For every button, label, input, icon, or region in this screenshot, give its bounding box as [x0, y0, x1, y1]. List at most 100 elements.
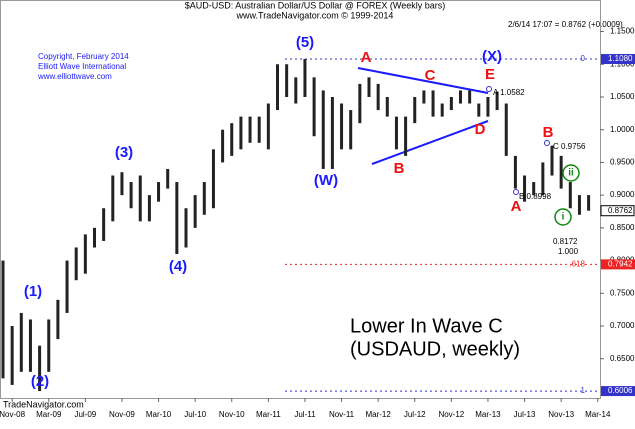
- level-box: [601, 259, 635, 270]
- price-bar: [577, 195, 581, 215]
- y-tick-label: 1.0500: [610, 92, 635, 101]
- wave-label: E: [485, 66, 495, 83]
- price-bar: [330, 96, 334, 169]
- price-bar: [431, 90, 435, 117]
- copyright: Copyright, February 2014: [38, 52, 129, 61]
- price-bar: [568, 182, 572, 209]
- price-bar: [1, 260, 5, 379]
- price-bar: [486, 96, 490, 117]
- price-bar: [413, 96, 417, 124]
- price-bar: [47, 319, 51, 372]
- price-bar: [541, 162, 545, 196]
- price-bar: [202, 182, 206, 215]
- quote: 2/6/14 17:07 = 0.8762 (+0.0009): [508, 20, 623, 29]
- price-bar: [404, 116, 408, 156]
- price-bar: [587, 195, 591, 211]
- note: C 0.9756: [553, 142, 586, 151]
- price-bar: [211, 149, 215, 209]
- price-bar: [93, 227, 96, 248]
- pivot-dot: [513, 189, 519, 195]
- price-bar: [513, 155, 517, 189]
- y-tick-label: 0.7500: [610, 288, 635, 297]
- y-tick-label: 1.0000: [610, 125, 635, 134]
- price-bar: [349, 110, 353, 150]
- x-tick-label: Mar-12: [365, 410, 391, 419]
- wave-label: (4): [169, 258, 187, 275]
- price-bar: [230, 123, 234, 156]
- x-tick-label: Jul-12: [404, 410, 426, 419]
- price-bar: [449, 96, 453, 111]
- price-bar: [83, 234, 87, 274]
- price-bar: [468, 90, 472, 104]
- y-tick-label: 0.6500: [610, 354, 635, 363]
- chart-title: $AUD-USD: Australian Dollar/US Dollar @ …: [185, 0, 446, 10]
- x-tick-label: Mar-13: [475, 410, 501, 419]
- level-box: [601, 54, 635, 65]
- price-bar: [248, 116, 252, 143]
- y-tick-label: 0.9500: [610, 158, 635, 167]
- x-tick-label: Nov-10: [219, 410, 245, 419]
- price-bar: [495, 91, 499, 111]
- price-bar: [523, 175, 527, 202]
- wave-label: ii: [568, 168, 574, 179]
- plot-frame: [0, 0, 601, 399]
- copyright: www.elliottwave.com: [37, 72, 112, 81]
- note: 0.8172: [553, 237, 578, 246]
- x-tick-label: Mar-10: [146, 410, 172, 419]
- price-bar: [147, 195, 151, 222]
- price-bar: [294, 77, 298, 104]
- price-bar: [111, 175, 115, 222]
- price-bar: [385, 96, 389, 117]
- source: TradeNavigator.com: [3, 399, 84, 409]
- price-bar: [56, 299, 60, 340]
- price-bar: [28, 319, 32, 372]
- level-label: 0: [581, 54, 586, 63]
- x-tick-label: Jul-09: [74, 410, 96, 419]
- x-tick-label: Mar-09: [36, 410, 62, 419]
- price-bar: [129, 182, 133, 209]
- note: A 1.0582: [493, 88, 525, 97]
- wave-label: C: [425, 67, 436, 84]
- x-tick-label: Nov-13: [548, 410, 574, 419]
- price-bar: [358, 83, 362, 124]
- y-tick-label: 0.7000: [610, 321, 635, 330]
- price-bar: [138, 175, 142, 222]
- wave-label: (2): [31, 373, 49, 390]
- trend-line: [357, 67, 489, 94]
- price-bar: [184, 208, 188, 248]
- wave-label: (W): [314, 172, 338, 189]
- wave-label: (3): [115, 144, 133, 161]
- headline: Lower In Wave C: [350, 315, 503, 337]
- price-bar: [340, 103, 344, 150]
- wave-label: A: [361, 49, 372, 66]
- wave-circle: [554, 208, 572, 226]
- wave-label: (1): [24, 283, 42, 300]
- price-bar: [394, 116, 398, 150]
- x-tick-label: Mar-11: [256, 410, 281, 419]
- price-bar: [367, 77, 371, 97]
- price-bar: [376, 83, 380, 111]
- price-bar: [120, 172, 124, 196]
- price-bar: [10, 326, 14, 385]
- note: B 0.8998: [519, 192, 552, 201]
- price-bar: [175, 182, 179, 255]
- wave-label: B: [543, 124, 554, 141]
- last-box: [600, 205, 635, 217]
- y-tick-label: 0.9000: [610, 190, 635, 199]
- last-label: 0.8762: [608, 206, 633, 215]
- price-bar: [532, 182, 536, 196]
- price-bar: [257, 116, 261, 143]
- level-box-label: 0.7942: [608, 259, 633, 268]
- y-tick-label: 0.8500: [610, 223, 635, 232]
- x-tick-label: Nov-11: [329, 410, 355, 419]
- price-bar: [303, 59, 307, 97]
- price-bar: [550, 145, 554, 176]
- price-bar: [440, 103, 444, 117]
- wave-label: (5): [296, 34, 314, 51]
- note: 1.000: [558, 247, 579, 256]
- x-tick-label: Jul-10: [184, 410, 206, 419]
- price-bar: [276, 64, 279, 111]
- price-bar: [74, 247, 78, 281]
- trend-line: [371, 120, 489, 165]
- chart-subtitle: www.TradeNavigator.com © 1999-2014: [236, 10, 394, 20]
